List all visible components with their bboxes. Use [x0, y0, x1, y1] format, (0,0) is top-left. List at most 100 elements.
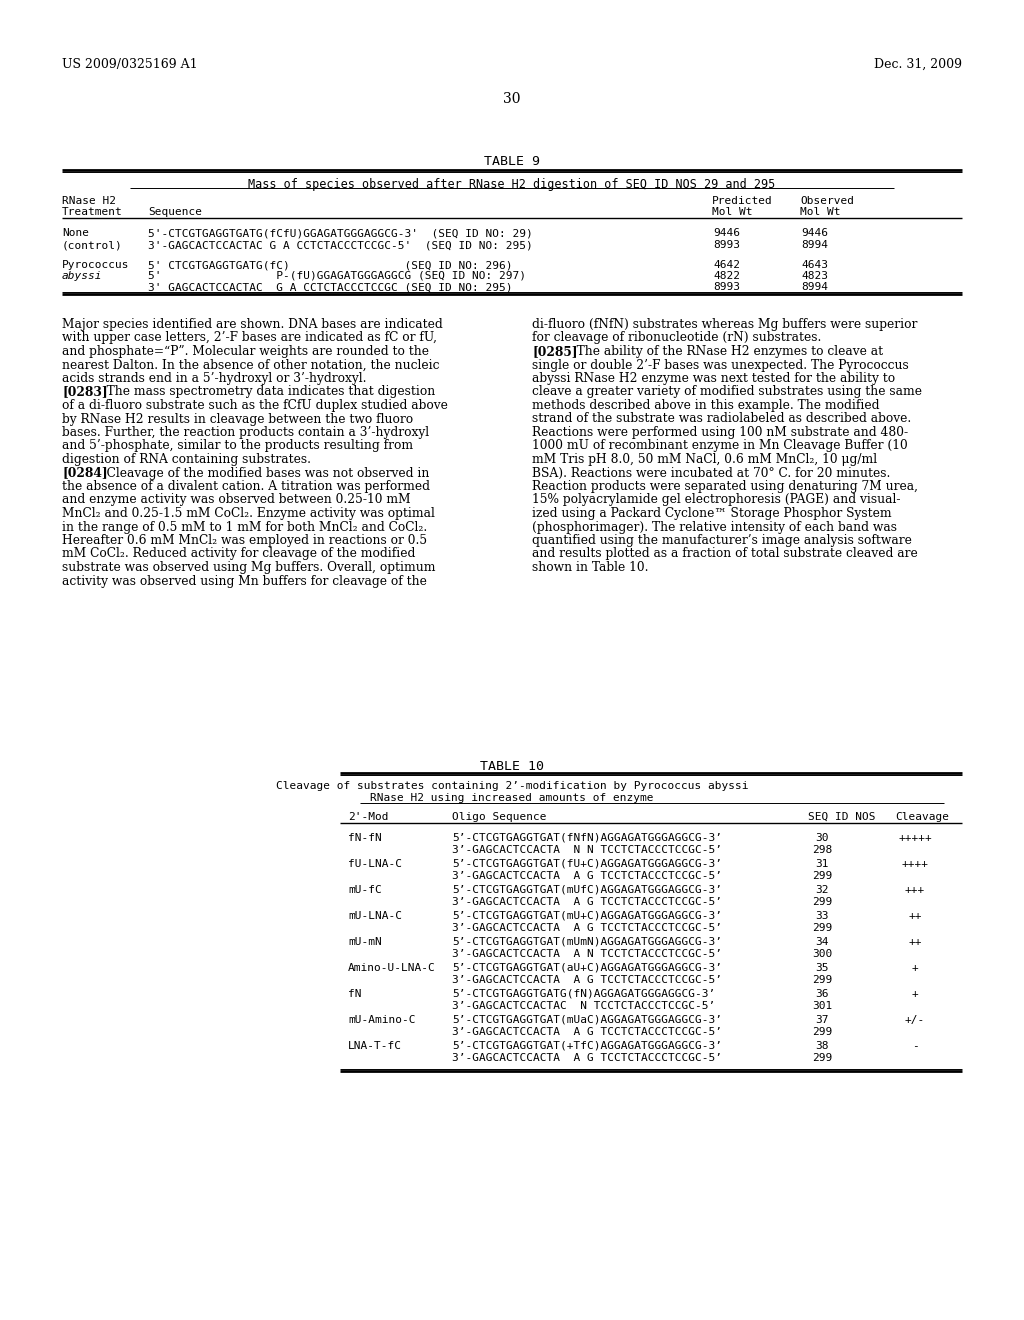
Text: 30: 30 — [815, 833, 828, 843]
Text: and enzyme activity was observed between 0.25-10 mM: and enzyme activity was observed between… — [62, 494, 411, 507]
Text: methods described above in this example. The modified: methods described above in this example.… — [532, 399, 880, 412]
Text: (phosphorimager). The relative intensity of each band was: (phosphorimager). The relative intensity… — [532, 520, 897, 533]
Text: mU-LNA-C: mU-LNA-C — [348, 911, 402, 921]
Text: 3'-GAGCACTCCACTAC G A CCTCTACCCTCCGC-5'  (SEQ ID NO: 295): 3'-GAGCACTCCACTAC G A CCTCTACCCTCCGC-5' … — [148, 240, 532, 249]
Text: 3’-GAGCACTCCACTA  A G TCCTCTACCCTCCGC-5’: 3’-GAGCACTCCACTA A G TCCTCTACCCTCCGC-5’ — [452, 898, 722, 907]
Text: quantified using the manufacturer’s image analysis software: quantified using the manufacturer’s imag… — [532, 535, 912, 546]
Text: Amino-U-LNA-C: Amino-U-LNA-C — [348, 964, 436, 973]
Text: nearest Dalton. In the absence of other notation, the nucleic: nearest Dalton. In the absence of other … — [62, 359, 439, 371]
Text: [0284]: [0284] — [62, 466, 108, 479]
Text: 5' CTCGTGAGGTGATG(fC)                 (SEQ ID NO: 296): 5' CTCGTGAGGTGATG(fC) (SEQ ID NO: 296) — [148, 260, 512, 271]
Text: +: + — [911, 989, 919, 999]
Text: 3’-GAGCACTCCACTA  A G TCCTCTACCCTCCGC-5’: 3’-GAGCACTCCACTA A G TCCTCTACCCTCCGC-5’ — [452, 1053, 722, 1063]
Text: RNase H2 using increased amounts of enzyme: RNase H2 using increased amounts of enzy… — [371, 793, 653, 803]
Text: 299: 299 — [812, 923, 833, 933]
Text: 3’-GAGCACTCCACTA  N N TCCTCTACCCTCCGC-5’: 3’-GAGCACTCCACTA N N TCCTCTACCCTCCGC-5’ — [452, 845, 722, 855]
Text: ++++: ++++ — [901, 859, 929, 869]
Text: Oligo Sequence: Oligo Sequence — [452, 812, 547, 822]
Text: Observed: Observed — [800, 195, 854, 206]
Text: Reaction products were separated using denaturing 7M urea,: Reaction products were separated using d… — [532, 480, 918, 492]
Text: [0285]: [0285] — [532, 345, 578, 358]
Text: None: None — [62, 228, 89, 238]
Text: mU-fC: mU-fC — [348, 884, 382, 895]
Text: Major species identified are shown. DNA bases are indicated: Major species identified are shown. DNA … — [62, 318, 442, 331]
Text: BSA). Reactions were incubated at 70° C. for 20 minutes.: BSA). Reactions were incubated at 70° C.… — [532, 466, 891, 479]
Text: and 5’-phosphate, similar to the products resulting from: and 5’-phosphate, similar to the product… — [62, 440, 413, 453]
Text: fN: fN — [348, 989, 361, 999]
Text: -: - — [911, 1041, 919, 1051]
Text: Sequence: Sequence — [148, 207, 202, 216]
Text: MnCl₂ and 0.25-1.5 mM CoCl₂. Enzyme activity was optimal: MnCl₂ and 0.25-1.5 mM CoCl₂. Enzyme acti… — [62, 507, 435, 520]
Text: cleave a greater variety of modified substrates using the same: cleave a greater variety of modified sub… — [532, 385, 922, 399]
Text: 298: 298 — [812, 845, 833, 855]
Text: 5'                 P-(fU)GGAGATGGGAGGCG (SEQ ID NO: 297): 5' P-(fU)GGAGATGGGAGGCG (SEQ ID NO: 297) — [148, 271, 526, 281]
Text: with upper case letters, 2’-F bases are indicated as fC or fU,: with upper case letters, 2’-F bases are … — [62, 331, 437, 345]
Text: 9446: 9446 — [801, 228, 828, 238]
Text: Pyrococcus: Pyrococcus — [62, 260, 129, 271]
Text: Mass of species observed after RNase H2 digestion of SEQ ID NOS 29 and 295: Mass of species observed after RNase H2 … — [249, 178, 775, 191]
Text: ++: ++ — [908, 937, 922, 946]
Text: 299: 299 — [812, 975, 833, 985]
Text: strand of the substrate was radiolabeled as described above.: strand of the substrate was radiolabeled… — [532, 412, 911, 425]
Text: ++: ++ — [908, 911, 922, 921]
Text: of a di-fluoro substrate such as the fCfU duplex studied above: of a di-fluoro substrate such as the fCf… — [62, 399, 447, 412]
Text: 5’-CTCGTGAGGTGAT(fU+C)AGGAGATGGGAGGCG-3’: 5’-CTCGTGAGGTGAT(fU+C)AGGAGATGGGAGGCG-3’ — [452, 859, 722, 869]
Text: 9446: 9446 — [713, 228, 740, 238]
Text: +/-: +/- — [905, 1015, 925, 1026]
Text: 4642: 4642 — [713, 260, 740, 271]
Text: the absence of a divalent cation. A titration was performed: the absence of a divalent cation. A titr… — [62, 480, 430, 492]
Text: The mass spectrometry data indicates that digestion: The mass spectrometry data indicates tha… — [95, 385, 435, 399]
Text: Predicted: Predicted — [712, 195, 773, 206]
Text: mU-Amino-C: mU-Amino-C — [348, 1015, 416, 1026]
Text: for cleavage of ribonucleotide (rN) substrates.: for cleavage of ribonucleotide (rN) subs… — [532, 331, 821, 345]
Text: Cleavage of substrates containing 2’-modification by Pyrococcus abyssi: Cleavage of substrates containing 2’-mod… — [275, 781, 749, 791]
Text: 38: 38 — [815, 1041, 828, 1051]
Text: 33: 33 — [815, 911, 828, 921]
Text: Cleavage: Cleavage — [895, 812, 949, 822]
Text: activity was observed using Mn buffers for cleavage of the: activity was observed using Mn buffers f… — [62, 574, 427, 587]
Text: mM Tris pH 8.0, 50 mM NaCl, 0.6 mM MnCl₂, 10 μg/ml: mM Tris pH 8.0, 50 mM NaCl, 0.6 mM MnCl₂… — [532, 453, 878, 466]
Text: by RNase H2 results in cleavage between the two fluoro: by RNase H2 results in cleavage between … — [62, 412, 413, 425]
Text: 5'-CTCGTGAGGTGATG(fCfU)GGAGATGGGAGGCG-3'  (SEQ ID NO: 29): 5'-CTCGTGAGGTGATG(fCfU)GGAGATGGGAGGCG-3'… — [148, 228, 532, 238]
Text: TABLE 10: TABLE 10 — [480, 760, 544, 774]
Text: and results plotted as a fraction of total substrate cleaved are: and results plotted as a fraction of tot… — [532, 548, 918, 561]
Text: 34: 34 — [815, 937, 828, 946]
Text: 5’-CTCGTGAGGTGAT(mUmN)AGGAGATGGGAGGCG-3’: 5’-CTCGTGAGGTGAT(mUmN)AGGAGATGGGAGGCG-3’ — [452, 937, 722, 946]
Text: mM CoCl₂. Reduced activity for cleavage of the modified: mM CoCl₂. Reduced activity for cleavage … — [62, 548, 416, 561]
Text: 299: 299 — [812, 871, 833, 880]
Text: 3’-GAGCACTCCACTA  A G TCCTCTACCCTCCGC-5’: 3’-GAGCACTCCACTA A G TCCTCTACCCTCCGC-5’ — [452, 975, 722, 985]
Text: shown in Table 10.: shown in Table 10. — [532, 561, 648, 574]
Text: abyssi RNase H2 enzyme was next tested for the ability to: abyssi RNase H2 enzyme was next tested f… — [532, 372, 895, 385]
Text: 299: 299 — [812, 898, 833, 907]
Text: +++: +++ — [905, 884, 925, 895]
Text: 4823: 4823 — [801, 271, 828, 281]
Text: 8993: 8993 — [713, 240, 740, 249]
Text: 15% polyacrylamide gel electrophoresis (PAGE) and visual-: 15% polyacrylamide gel electrophoresis (… — [532, 494, 900, 507]
Text: 4643: 4643 — [801, 260, 828, 271]
Text: 5’-CTCGTGAGGTGAT(mUfC)AGGAGATGGGAGGCG-3’: 5’-CTCGTGAGGTGAT(mUfC)AGGAGATGGGAGGCG-3’ — [452, 884, 722, 895]
Text: SEQ ID NOS: SEQ ID NOS — [808, 812, 876, 822]
Text: 299: 299 — [812, 1027, 833, 1038]
Text: Reactions were performed using 100 nM substrate and 480-: Reactions were performed using 100 nM su… — [532, 426, 908, 440]
Text: in the range of 0.5 mM to 1 mM for both MnCl₂ and CoCl₂.: in the range of 0.5 mM to 1 mM for both … — [62, 520, 427, 533]
Text: bases. Further, the reaction products contain a 3’-hydroxyl: bases. Further, the reaction products co… — [62, 426, 429, 440]
Text: Treatment: Treatment — [62, 207, 123, 216]
Text: 2'-Mod: 2'-Mod — [348, 812, 388, 822]
Text: single or double 2’-F bases was unexpected. The Pyrococcus: single or double 2’-F bases was unexpect… — [532, 359, 908, 371]
Text: Cleavage of the modified bases was not observed in: Cleavage of the modified bases was not o… — [95, 466, 429, 479]
Text: digestion of RNA containing substrates.: digestion of RNA containing substrates. — [62, 453, 311, 466]
Text: [0283]: [0283] — [62, 385, 108, 399]
Text: 3’-GAGCACTCCACTA  A G TCCTCTACCCTCCGC-5’: 3’-GAGCACTCCACTA A G TCCTCTACCCTCCGC-5’ — [452, 1027, 722, 1038]
Text: abyssi: abyssi — [62, 271, 102, 281]
Text: fN-fN: fN-fN — [348, 833, 382, 843]
Text: 1000 mU of recombinant enzyme in Mn Cleavage Buffer (10: 1000 mU of recombinant enzyme in Mn Clea… — [532, 440, 907, 453]
Text: 301: 301 — [812, 1001, 833, 1011]
Text: acids strands end in a 5’-hydroxyl or 3’-hydroxyl.: acids strands end in a 5’-hydroxyl or 3’… — [62, 372, 367, 385]
Text: 31: 31 — [815, 859, 828, 869]
Text: 299: 299 — [812, 1053, 833, 1063]
Text: +: + — [911, 964, 919, 973]
Text: (control): (control) — [62, 240, 123, 249]
Text: ized using a Packard Cyclone™ Storage Phosphor System: ized using a Packard Cyclone™ Storage Ph… — [532, 507, 892, 520]
Text: 35: 35 — [815, 964, 828, 973]
Text: 36: 36 — [815, 989, 828, 999]
